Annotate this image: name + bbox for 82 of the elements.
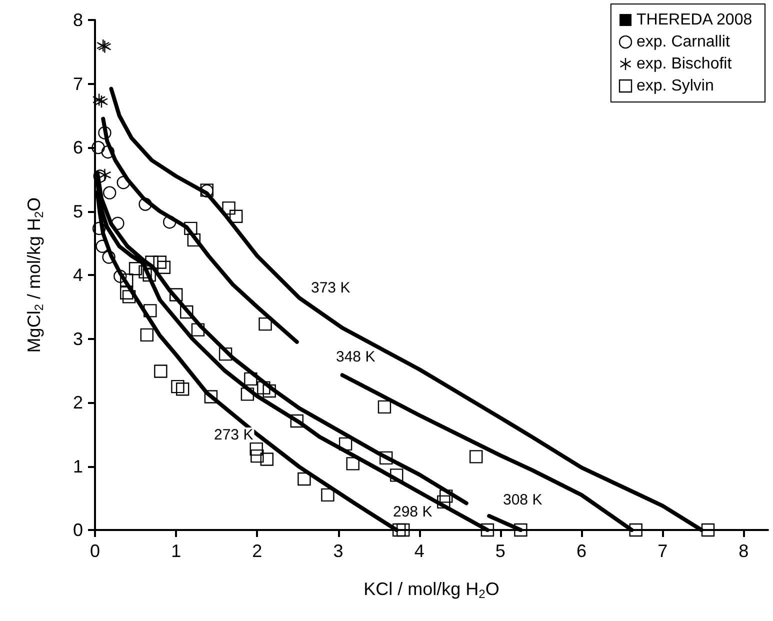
point [180, 305, 194, 319]
point [257, 381, 270, 394]
y-tick-label: 6 [72, 138, 83, 158]
point [514, 523, 528, 537]
legend-label: exp. Bischofit [636, 56, 732, 72]
point [378, 400, 392, 414]
point [140, 328, 154, 342]
point [218, 347, 232, 361]
point [98, 168, 112, 182]
x-tick-label: 8 [738, 541, 749, 561]
point [229, 210, 243, 223]
point [184, 222, 198, 236]
y-tick-label: 5 [72, 201, 83, 222]
point [437, 495, 450, 509]
y-tick-label: 7 [72, 74, 83, 94]
point [94, 95, 108, 108]
point [114, 270, 127, 283]
point [176, 382, 190, 396]
point [191, 323, 205, 336]
point [396, 523, 410, 537]
point [346, 457, 360, 470]
point [298, 472, 311, 486]
point [102, 250, 116, 264]
legend-label: exp. Sylvin [636, 78, 714, 94]
point [92, 140, 105, 154]
x-tick-label: 0 [90, 541, 100, 561]
point [103, 186, 116, 200]
point [171, 380, 184, 394]
y-tick-label: 4 [72, 265, 83, 285]
point [250, 442, 263, 456]
x-tick-label: 3 [333, 541, 344, 561]
point [169, 288, 183, 302]
point [250, 449, 264, 463]
y-tick-label: 1 [72, 456, 83, 476]
x-tick-label: 4 [414, 541, 424, 561]
point [290, 414, 304, 428]
x-tick-label: 2 [252, 541, 262, 561]
y-tick-label: 8 [72, 10, 83, 30]
annotation: 298 K [393, 504, 432, 520]
point [260, 452, 274, 466]
y-tick-label: 2 [72, 392, 83, 412]
annotation: 308 K [503, 492, 542, 508]
point [153, 256, 166, 269]
x-tick-label: 6 [576, 541, 587, 561]
x-tick-label: 5 [495, 541, 506, 561]
point [144, 304, 157, 318]
point [120, 286, 134, 300]
point [258, 317, 272, 331]
point [321, 488, 334, 502]
legend-label: THEREDA 2008 [636, 12, 752, 28]
annotation: 348 K [336, 348, 376, 366]
point [157, 260, 171, 274]
point [154, 364, 168, 378]
point [138, 198, 152, 211]
x-tick-label: 7 [658, 541, 668, 561]
point [98, 126, 112, 140]
point [122, 290, 136, 304]
y-axis-title: MgCl2 / mol/kg H2O [24, 197, 46, 353]
point [240, 388, 254, 401]
y-tick-label: 0 [72, 520, 83, 540]
point [469, 450, 483, 464]
point [392, 523, 406, 537]
point [222, 201, 236, 215]
point [244, 372, 258, 386]
point [142, 268, 156, 282]
point [629, 523, 642, 537]
annotation: 273 K [214, 426, 254, 444]
point [701, 523, 715, 537]
x-tick-label: 1 [171, 541, 182, 561]
point [262, 384, 276, 398]
point [439, 490, 453, 503]
point [338, 437, 352, 451]
point [480, 523, 494, 537]
legend-label: exp. Carnallit [636, 34, 730, 50]
point [390, 468, 404, 482]
point [128, 262, 142, 276]
annotation: 373 K [311, 280, 350, 296]
point [187, 233, 201, 247]
point [116, 176, 130, 190]
point [379, 451, 393, 465]
point [204, 390, 218, 404]
y-tick-label: 3 [72, 328, 83, 349]
